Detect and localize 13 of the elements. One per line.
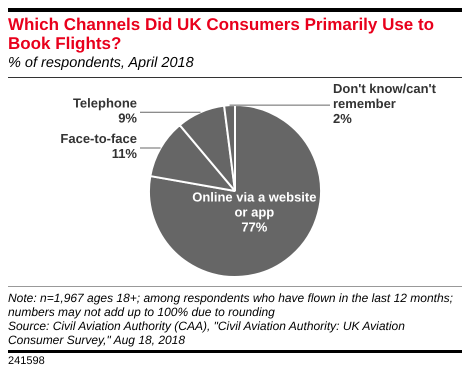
data-label: 2% [333, 110, 352, 126]
slice-label: Don't know/can't remember [333, 80, 437, 111]
slice-label: Face-to-face [60, 131, 137, 146]
data-label: 9% [118, 110, 138, 126]
data-label: 11% [112, 146, 138, 162]
slice-label: Online via a website or app [192, 190, 316, 220]
chart-title: Which Channels Did UK Consumers Primarily Use to Book Flights? [8, 15, 436, 53]
source-note: Source: Civil Aviation Authority (CAA), "Civil Aviation Authority: UK Aviation Consumer Survey," Aug 18, 2018 [8, 319, 406, 347]
data-label: 77% [241, 220, 268, 235]
text: Note: n=1,967 ages 18+; among respondents who have flown in the last 12 months; numbers may not add up to 100% due to rounding [8, 291, 454, 319]
text: 241598 [8, 354, 46, 367]
chart-subtitle: % of respondents, April 2018 [8, 53, 462, 78]
slice-label: Telephone [72, 95, 137, 110]
